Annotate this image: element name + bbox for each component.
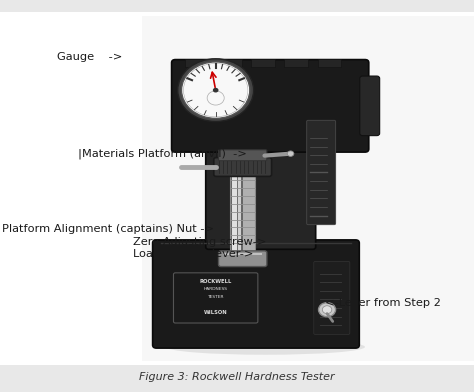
FancyBboxPatch shape [314,261,350,334]
Text: ROCKWELL: ROCKWELL [200,279,232,284]
Bar [185,59,209,67]
FancyBboxPatch shape [219,251,267,267]
Text: Platform Alignment (captains) Nut ->: Platform Alignment (captains) Nut -> [2,224,215,234]
Ellipse shape [166,339,365,355]
Text: Figure 3: Rockwell Hardness Tester: Figure 3: Rockwell Hardness Tester [139,372,335,382]
Polygon shape [161,243,351,247]
Polygon shape [233,155,241,161]
FancyBboxPatch shape [214,158,272,176]
Circle shape [178,59,254,122]
Bar [232,176,237,251]
Bar [318,59,341,67]
Text: Zero Adjusting screw->: Zero Adjusting screw-> [133,237,266,247]
Circle shape [322,306,332,314]
Text: Gauge    ->: Gauge -> [57,52,122,62]
Bar [230,174,255,253]
Circle shape [183,64,248,117]
Text: Load Release lever->: Load Release lever-> [133,249,253,259]
Text: HARDNESS: HARDNESS [204,287,228,291]
Text: Indenter ->: Indenter -> [185,137,251,147]
FancyBboxPatch shape [307,120,336,225]
Bar [142,16,474,361]
Bar [238,176,241,251]
Bar [251,59,275,67]
Bar [284,59,308,67]
Text: WILSON: WILSON [204,310,228,315]
FancyBboxPatch shape [206,88,316,249]
Circle shape [287,151,294,156]
Text: |Materials Platform (anvil)  ->: |Materials Platform (anvil) -> [78,149,247,159]
Circle shape [182,62,250,118]
FancyBboxPatch shape [172,60,369,152]
FancyBboxPatch shape [219,150,267,161]
Text: TESTER: TESTER [208,295,224,299]
FancyBboxPatch shape [232,155,242,253]
Circle shape [319,303,336,317]
Bar [218,59,242,67]
Text: <-Lever from Step 2: <-Lever from Step 2 [325,298,440,308]
FancyBboxPatch shape [173,273,258,323]
Bar [223,253,262,255]
FancyBboxPatch shape [153,240,359,348]
FancyBboxPatch shape [360,76,380,136]
Circle shape [213,88,219,93]
